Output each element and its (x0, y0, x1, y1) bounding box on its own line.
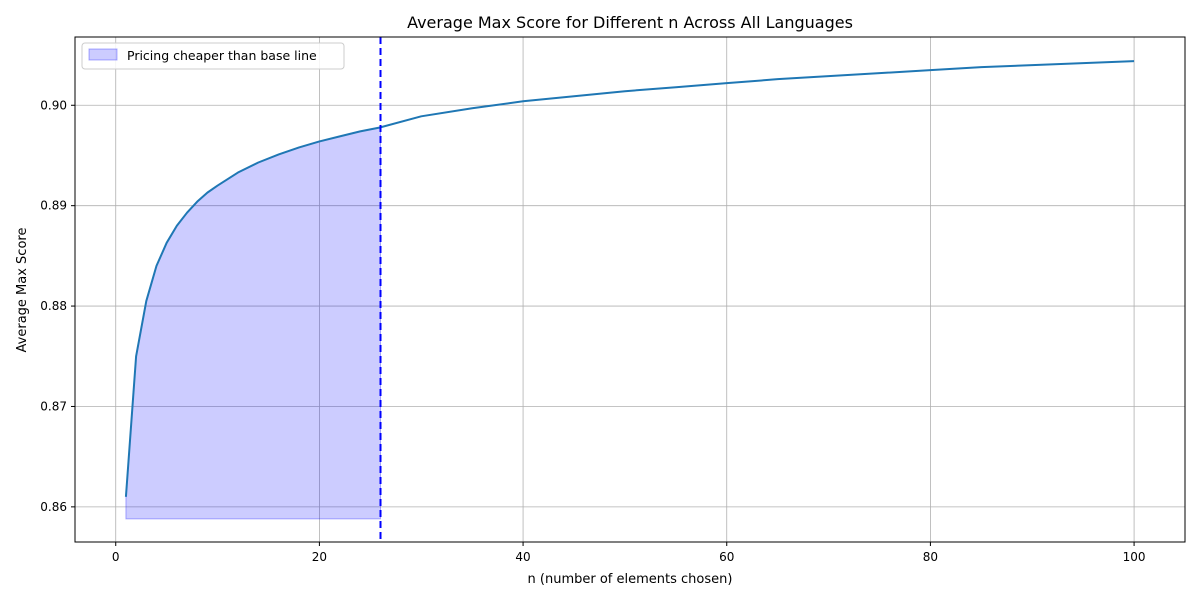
x-tick-label: 20 (312, 550, 327, 564)
fill-region-layer (125, 126, 382, 520)
x-ticks: 0 20 40 60 80 100 (112, 542, 1146, 564)
fill-region (125, 126, 382, 520)
x-tick-label: 0 (112, 550, 120, 564)
chart-title: Average Max Score for Different n Across… (407, 13, 853, 32)
legend: Pricing cheaper than base line (81, 42, 345, 70)
x-tick-label: 60 (719, 550, 734, 564)
y-tick-label: 0.87 (40, 399, 67, 413)
plot-frame (74, 36, 1186, 543)
legend-label: Pricing cheaper than base line (127, 48, 317, 63)
y-tick-label: 0.86 (40, 500, 67, 514)
y-tick-label: 0.90 (40, 98, 67, 112)
y-tick-label: 0.89 (40, 199, 67, 213)
legend-swatch (88, 48, 118, 61)
y-ticks: 0.86 0.87 0.88 0.89 0.90 (40, 98, 75, 514)
y-axis-title: Average Max Score (15, 228, 30, 353)
series-line (124, 60, 1135, 497)
y-tick-label: 0.88 (40, 299, 67, 313)
grid-lines (75, 37, 1185, 542)
x-axis-title: n (number of elements chosen) (528, 572, 733, 587)
x-tick-label: 40 (515, 550, 530, 564)
x-tick-label: 80 (923, 550, 938, 564)
legend-box (81, 42, 345, 70)
x-tick-label: 100 (1123, 550, 1146, 564)
series-layer (124, 60, 1135, 497)
